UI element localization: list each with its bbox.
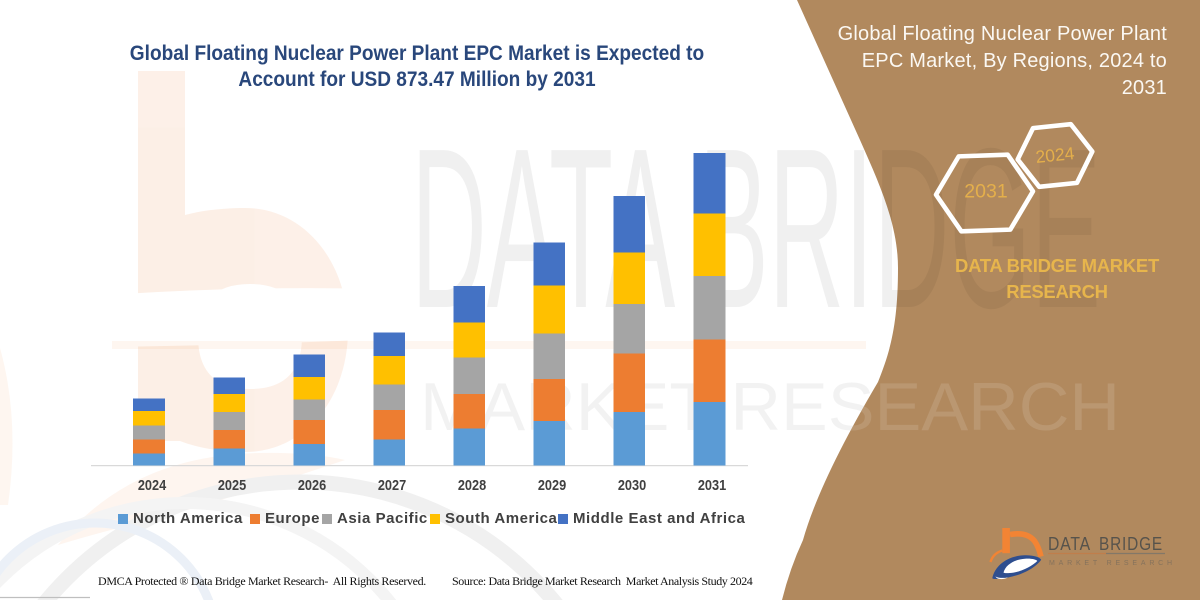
svg-text:2024: 2024	[1035, 143, 1076, 167]
svg-text:DATA: DATA	[1048, 533, 1091, 554]
svg-text:MARKET RESEARCH: MARKET RESEARCH	[420, 369, 1120, 445]
svg-text:2031: 2031	[964, 181, 1007, 203]
svg-text:BRIDGE: BRIDGE	[1099, 533, 1163, 554]
svg-text:MARKET RESEARCH: MARKET RESEARCH	[1049, 560, 1176, 567]
